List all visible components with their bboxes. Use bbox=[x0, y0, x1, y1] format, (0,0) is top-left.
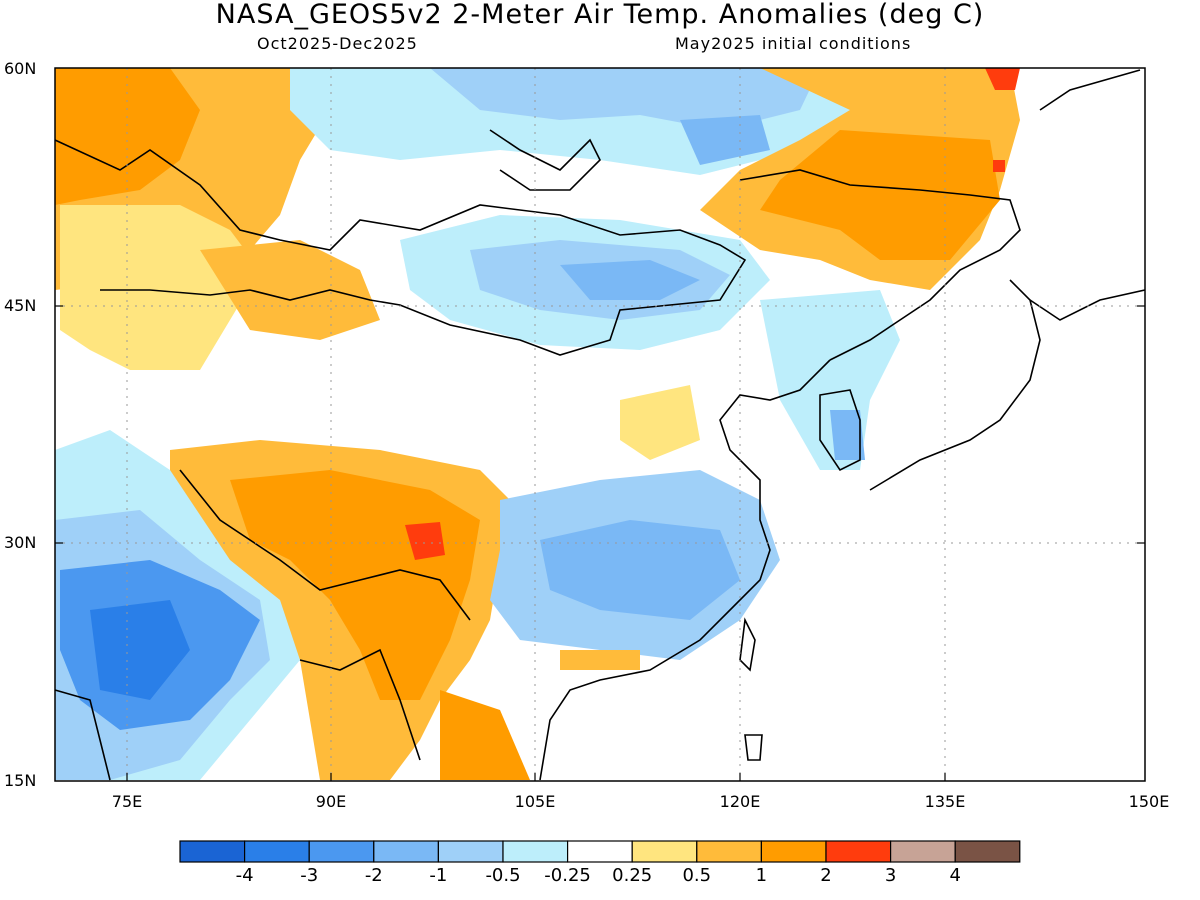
colorbar-swatch bbox=[631, 840, 698, 863]
forecast-period: Oct2025-Dec2025 bbox=[257, 34, 418, 53]
lon-label-90e: 90E bbox=[315, 792, 347, 811]
lat-label-15n: 15N bbox=[4, 771, 37, 790]
lon-label-75e: 75E bbox=[111, 792, 143, 811]
lon-label-150e: 150E bbox=[1128, 792, 1170, 811]
map-title: NASA_GEOS5v2 2-Meter Air Temp. Anomalies… bbox=[215, 0, 985, 30]
colorbar-tick-label: -3 bbox=[300, 865, 319, 886]
colorbar-swatch bbox=[566, 840, 633, 863]
colorbar-swatch bbox=[244, 840, 310, 863]
colorbar bbox=[179, 840, 1021, 863]
initial-conditions: May2025 initial conditions bbox=[675, 34, 912, 53]
colorbar-tick-label: 3 bbox=[884, 865, 897, 886]
colorbar-swatch bbox=[760, 840, 827, 863]
colorbar-swatch bbox=[502, 840, 569, 863]
colorbar-swatch bbox=[437, 840, 504, 863]
colorbar-tick-label: 2 bbox=[820, 865, 832, 886]
coastlines bbox=[54, 69, 1146, 781]
lat-label-30n: 30N bbox=[4, 533, 37, 552]
lat-label-60n: 60N bbox=[4, 59, 37, 78]
anomaly-field bbox=[55, 68, 1145, 781]
colorbar-tick-label: -1 bbox=[429, 865, 448, 886]
graticule bbox=[55, 68, 1145, 781]
lat-label-45n: 45N bbox=[4, 296, 37, 315]
colorbar-tick-label: 0.25 bbox=[612, 865, 653, 886]
colorbar-swatch bbox=[696, 840, 762, 863]
colorbar-tick-label: 1 bbox=[755, 865, 768, 886]
colorbar-tick-label: -2 bbox=[364, 865, 383, 886]
colorbar-tick-label: -4 bbox=[235, 865, 254, 886]
colorbar-tick-label: -0.25 bbox=[544, 865, 591, 886]
colorbar-tick-label: 4 bbox=[949, 865, 961, 886]
lon-label-135e: 135E bbox=[924, 792, 966, 811]
lon-label-120e: 120E bbox=[719, 792, 761, 811]
colorbar-swatch bbox=[179, 840, 246, 863]
lon-label-105e: 105E bbox=[514, 792, 556, 811]
colorbar-swatch bbox=[373, 840, 439, 863]
colorbar-tick-label: -0.5 bbox=[485, 865, 521, 886]
colorbar-swatch bbox=[889, 840, 956, 863]
colorbar-swatch bbox=[954, 840, 1021, 863]
colorbar-swatch bbox=[308, 840, 375, 863]
map-frame bbox=[54, 67, 1146, 782]
colorbar-tick-label: 0.5 bbox=[682, 865, 712, 886]
colorbar-swatch bbox=[825, 840, 892, 863]
